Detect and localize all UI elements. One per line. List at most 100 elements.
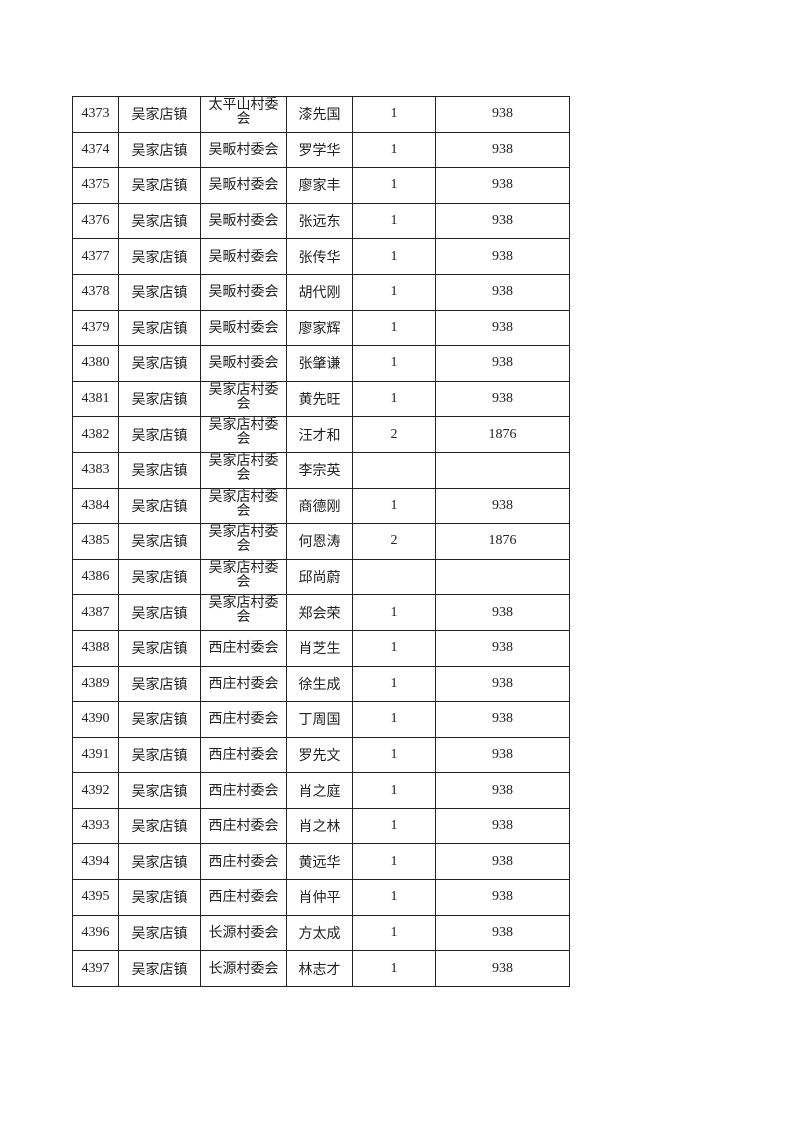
row-number-cell: 4394 — [72, 843, 119, 881]
table-row: 4374 吴家店镇 吴畈村委会 罗学华 1 938 — [72, 131, 570, 169]
row-number-cell: 4379 — [72, 309, 119, 347]
table-row: 4378 吴家店镇 吴畈村委会 胡代刚 1 938 — [72, 273, 570, 311]
town-cell: 吴家店镇 — [118, 167, 201, 204]
amount-cell: 938 — [435, 701, 570, 738]
row-number-cell: 4382 — [72, 416, 119, 453]
amount-cell: 938 — [435, 914, 570, 952]
count-cell: 1 — [352, 950, 436, 987]
town-cell: 吴家店镇 — [118, 238, 201, 275]
amount-cell: 938 — [435, 594, 570, 631]
amount-cell: 1876 — [435, 416, 570, 453]
town-cell: 吴家店镇 — [118, 594, 201, 631]
table-row: 4397 吴家店镇 长源村委会 林志才 1 938 — [72, 950, 570, 987]
amount-cell: 938 — [435, 345, 570, 382]
town-cell: 吴家店镇 — [118, 665, 201, 703]
row-number-cell: 4393 — [72, 807, 119, 845]
village-committee-cell: 长源村委会 — [200, 950, 287, 987]
town-cell: 吴家店镇 — [118, 131, 201, 169]
person-name-cell: 罗学华 — [286, 131, 353, 169]
village-committee-cell: 吴家店村委会 — [200, 451, 287, 489]
village-committee-cell: 吴家店村委会 — [200, 523, 287, 560]
table-row: 4375 吴家店镇 吴畈村委会 廖家丰 1 938 — [72, 167, 570, 204]
person-name-cell: 汪才和 — [286, 416, 353, 453]
village-committee-cell: 吴家店村委会 — [200, 558, 287, 596]
row-number-cell: 4392 — [72, 772, 119, 809]
row-number-cell: 4384 — [72, 487, 119, 525]
person-name-cell: 李宗英 — [286, 451, 353, 489]
count-cell: 1 — [352, 345, 436, 382]
table-row: 4377 吴家店镇 吴畈村委会 张传华 1 938 — [72, 238, 570, 275]
town-cell: 吴家店镇 — [118, 273, 201, 311]
village-committee-cell: 吴家店村委会 — [200, 594, 287, 631]
person-name-cell: 黄远华 — [286, 843, 353, 881]
village-committee-cell: 西庄村委会 — [200, 665, 287, 703]
village-committee-cell: 吴家店村委会 — [200, 380, 287, 418]
row-number-cell: 4383 — [72, 451, 119, 489]
count-cell: 1 — [352, 807, 436, 845]
count-cell: 1 — [352, 167, 436, 204]
amount-cell: 938 — [435, 772, 570, 809]
count-cell: 1 — [352, 629, 436, 667]
town-cell: 吴家店镇 — [118, 736, 201, 774]
table-row: 4382 吴家店镇 吴家店村委会 汪才和 2 1876 — [72, 416, 570, 453]
person-name-cell: 黄先旺 — [286, 380, 353, 418]
count-cell: 1 — [352, 487, 436, 525]
count-cell: 1 — [352, 309, 436, 347]
village-committee-cell: 西庄村委会 — [200, 736, 287, 774]
amount-cell: 938 — [435, 380, 570, 418]
amount-cell: 938 — [435, 202, 570, 240]
amount-cell: 938 — [435, 131, 570, 169]
person-name-cell: 罗先文 — [286, 736, 353, 774]
table-row: 4384 吴家店镇 吴家店村委会 商德刚 1 938 — [72, 487, 570, 525]
table-row: 4385 吴家店镇 吴家店村委会 何恩涛 2 1876 — [72, 523, 570, 560]
table-body: 4373 吴家店镇 太平山村委会 漆先国 1 938 4374 吴家店镇 吴畈村委会 罗学华 1 93… — [72, 96, 570, 987]
count-cell: 1 — [352, 273, 436, 311]
table-row: 4386 吴家店镇 吴家店村委会 邱尚蔚 — [72, 558, 570, 596]
table-row: 4392 吴家店镇 西庄村委会 肖之庭 1 938 — [72, 772, 570, 809]
person-name-cell: 肖仲平 — [286, 879, 353, 916]
person-name-cell: 漆先国 — [286, 96, 353, 133]
town-cell: 吴家店镇 — [118, 416, 201, 453]
amount-cell — [435, 558, 570, 596]
person-name-cell: 林志才 — [286, 950, 353, 987]
count-cell: 1 — [352, 594, 436, 631]
row-number-cell: 4380 — [72, 345, 119, 382]
town-cell: 吴家店镇 — [118, 843, 201, 881]
table-row: 4383 吴家店镇 吴家店村委会 李宗英 — [72, 451, 570, 489]
table-row: 4376 吴家店镇 吴畈村委会 张远东 1 938 — [72, 202, 570, 240]
table-row: 4396 吴家店镇 长源村委会 方太成 1 938 — [72, 914, 570, 952]
village-committee-cell: 吴畈村委会 — [200, 167, 287, 204]
count-cell: 1 — [352, 914, 436, 952]
amount-cell: 938 — [435, 487, 570, 525]
amount-cell: 938 — [435, 665, 570, 703]
village-committee-cell: 吴畈村委会 — [200, 309, 287, 347]
person-name-cell: 徐生成 — [286, 665, 353, 703]
amount-cell: 938 — [435, 879, 570, 916]
town-cell: 吴家店镇 — [118, 629, 201, 667]
amount-cell: 938 — [435, 309, 570, 347]
town-cell: 吴家店镇 — [118, 701, 201, 738]
person-name-cell: 张远东 — [286, 202, 353, 240]
row-number-cell: 4377 — [72, 238, 119, 275]
person-name-cell: 邱尚蔚 — [286, 558, 353, 596]
town-cell: 吴家店镇 — [118, 558, 201, 596]
row-number-cell: 4378 — [72, 273, 119, 311]
person-name-cell: 何恩涛 — [286, 523, 353, 560]
amount-cell: 938 — [435, 736, 570, 774]
person-name-cell: 肖之庭 — [286, 772, 353, 809]
town-cell: 吴家店镇 — [118, 451, 201, 489]
row-number-cell: 4395 — [72, 879, 119, 916]
village-committee-cell: 吴畈村委会 — [200, 345, 287, 382]
table-row: 4390 吴家店镇 西庄村委会 丁周国 1 938 — [72, 701, 570, 738]
town-cell: 吴家店镇 — [118, 523, 201, 560]
row-number-cell: 4385 — [72, 523, 119, 560]
village-committee-cell: 西庄村委会 — [200, 807, 287, 845]
table-row: 4388 吴家店镇 西庄村委会 肖芝生 1 938 — [72, 629, 570, 667]
village-committee-cell: 吴家店村委会 — [200, 487, 287, 525]
town-cell: 吴家店镇 — [118, 380, 201, 418]
row-number-cell: 4387 — [72, 594, 119, 631]
amount-cell: 938 — [435, 629, 570, 667]
row-number-cell: 4390 — [72, 701, 119, 738]
row-number-cell: 4373 — [72, 96, 119, 133]
village-committee-cell: 太平山村委会 — [200, 96, 287, 133]
